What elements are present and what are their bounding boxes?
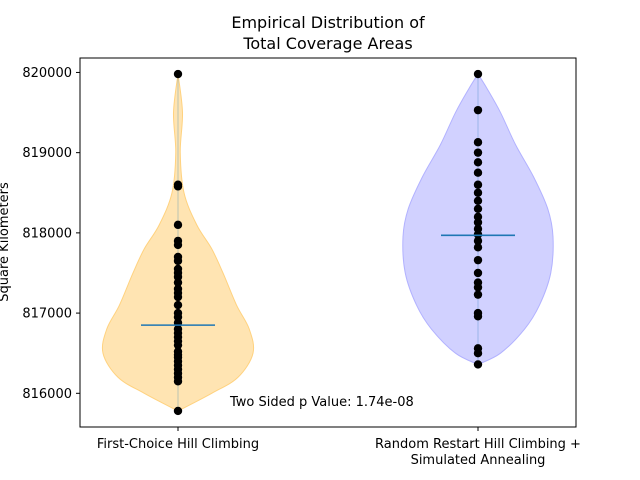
data-point: [473, 138, 483, 147]
data-point: [473, 290, 483, 299]
data-point: [173, 220, 183, 230]
data-point: [173, 377, 183, 386]
data-point: [473, 268, 483, 278]
data-point: [473, 105, 483, 115]
data-point: [173, 340, 183, 350]
plot-area: [76, 57, 577, 431]
chart-title-line-2: Total Coverage Areas: [242, 34, 412, 53]
y-tick-label: 817000: [22, 307, 72, 322]
y-tick-label: 819000: [22, 146, 72, 161]
axes-frame: [79, 57, 577, 428]
chart-title-line-1: Empirical Distribution of: [231, 13, 425, 32]
data-point: [173, 406, 183, 416]
data-point: [173, 240, 183, 250]
data-point: [473, 218, 483, 227]
data-point: [473, 312, 483, 321]
data-point: [473, 230, 483, 239]
y-axis-label: Square Kilometers: [0, 182, 12, 302]
data-point: [473, 168, 483, 177]
y-tick-label: 820000: [22, 66, 72, 81]
data-point: [473, 255, 483, 265]
p-value-annotation: Two Sided p Value: 1.74e-08: [229, 395, 414, 410]
y-tick-label: 816000: [22, 387, 72, 402]
data-point: [473, 148, 483, 157]
x-tick-label: First-Choice Hill Climbing: [97, 437, 259, 452]
x-tick-label: Simulated Annealing: [411, 453, 546, 468]
data-point: [173, 300, 183, 310]
data-point: [473, 204, 483, 214]
data-point: [473, 158, 483, 167]
data-point: [173, 256, 183, 266]
data-point: [173, 292, 183, 302]
data-point: [173, 69, 183, 79]
data-point: [473, 283, 483, 292]
data-point: [473, 360, 483, 369]
data-point: [473, 349, 483, 358]
data-point: [473, 180, 483, 189]
x-tick-label: Random Restart Hill Climbing +: [375, 437, 581, 452]
y-tick-label: 818000: [22, 226, 72, 241]
data-point: [473, 188, 483, 197]
data-point: [473, 243, 483, 252]
data-point: [173, 182, 183, 191]
data-point: [173, 278, 183, 287]
data-point: [473, 196, 483, 205]
data-point: [473, 69, 483, 79]
data-point: [473, 236, 483, 246]
